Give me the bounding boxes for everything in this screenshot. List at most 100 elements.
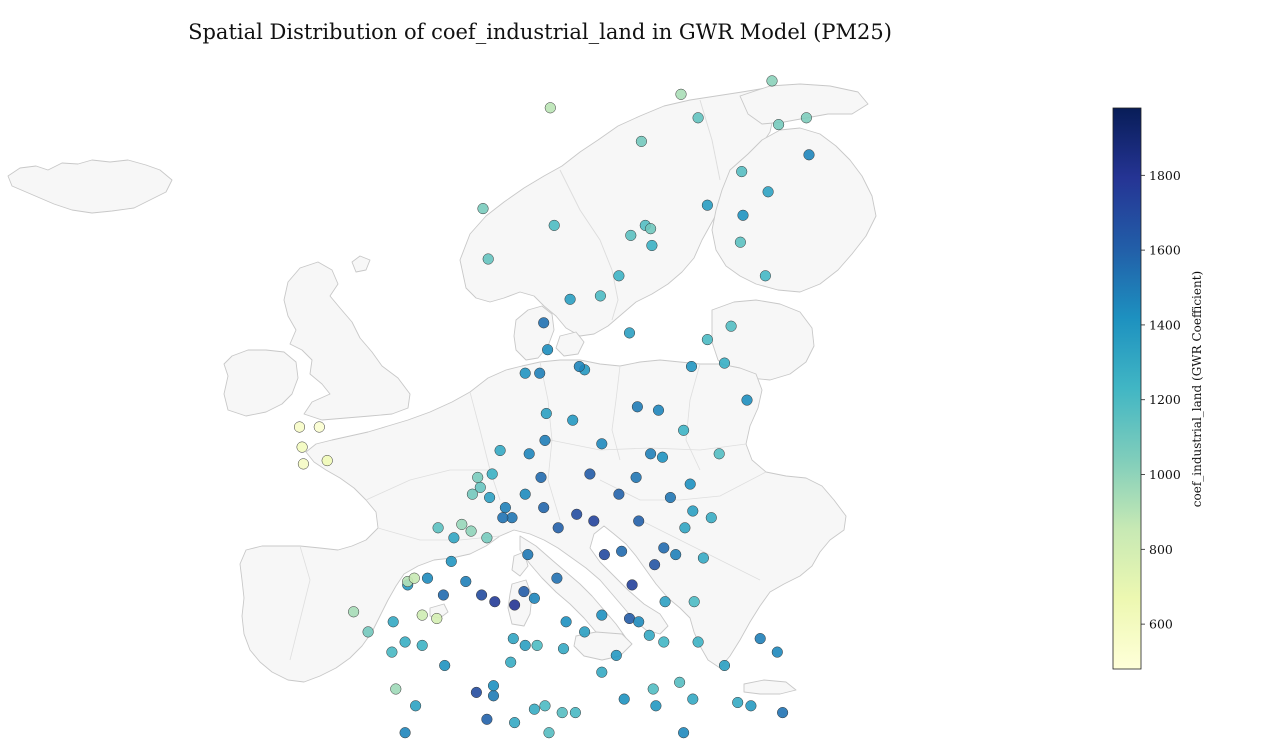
data-point — [674, 676, 686, 688]
data-point — [645, 448, 657, 460]
data-point — [539, 700, 551, 712]
data-point — [410, 700, 422, 712]
data-point — [560, 616, 572, 628]
data-point — [631, 401, 643, 413]
data-point — [538, 317, 550, 329]
data-point — [571, 508, 583, 520]
data-point — [543, 727, 555, 739]
data-point — [509, 599, 521, 611]
zealand-island — [555, 331, 585, 357]
data-point — [321, 455, 333, 467]
data-point — [531, 639, 543, 651]
data-point — [494, 444, 506, 457]
data-point — [399, 727, 411, 739]
data-point — [684, 478, 696, 490]
data-point — [518, 586, 530, 598]
colorbar: 600 800 1000 1200 1400 1600 1800 coef_industri… — [1112, 107, 1204, 670]
data-point — [348, 606, 360, 618]
data-point — [437, 589, 449, 601]
data-point — [390, 683, 402, 695]
data-point — [596, 438, 608, 450]
iceland-landmass — [7, 159, 173, 214]
data-point — [633, 515, 645, 527]
data-point — [579, 626, 591, 638]
data-point — [596, 666, 608, 678]
data-point — [474, 481, 486, 493]
data-point — [557, 643, 570, 655]
data-point — [777, 707, 789, 719]
data-point — [297, 458, 309, 470]
data-point — [552, 522, 564, 534]
data-point — [736, 166, 748, 178]
data-point — [448, 532, 460, 544]
data-point — [647, 683, 659, 695]
data-point — [293, 421, 306, 433]
data-point — [421, 572, 434, 584]
data-point — [658, 636, 670, 648]
data-point — [635, 135, 647, 147]
data-point — [701, 334, 713, 346]
data-point — [481, 713, 493, 725]
colorbar-ticks: 600 800 1000 1200 1400 1600 1800 — [1141, 168, 1181, 632]
data-point — [625, 229, 637, 241]
data-point — [476, 589, 488, 601]
data-point — [610, 649, 622, 661]
colorbar-tick-label: 600 — [1149, 617, 1173, 632]
data-point — [718, 357, 731, 369]
data-point — [507, 633, 519, 645]
data-point — [613, 270, 625, 282]
data-point — [522, 549, 534, 561]
data-point — [713, 448, 725, 460]
ireland-landmass — [223, 349, 299, 417]
data-point — [588, 515, 600, 527]
colorbar-tick-label: 1800 — [1149, 168, 1181, 183]
data-point — [626, 579, 638, 591]
data-point — [659, 596, 671, 608]
data-point — [534, 367, 546, 379]
data-point — [616, 545, 628, 557]
data-point — [499, 502, 511, 514]
data-point — [745, 700, 757, 712]
country-borders — [289, 361, 767, 661]
colorbar-tick-label: 1200 — [1149, 392, 1181, 407]
data-point — [656, 451, 669, 463]
data-point — [489, 596, 501, 608]
data-point — [803, 149, 815, 161]
data-point — [732, 696, 744, 709]
data-point — [408, 572, 420, 584]
data-point — [701, 199, 713, 211]
data-point — [296, 441, 308, 453]
europe-land-basemap — [7, 83, 877, 695]
data-point — [439, 659, 451, 672]
data-point — [688, 596, 700, 608]
data-point — [456, 518, 468, 530]
data-point — [697, 552, 709, 564]
data-point — [692, 636, 704, 648]
data-point — [528, 592, 540, 604]
data-point — [472, 471, 484, 483]
northern-norway — [739, 83, 869, 125]
data-point — [737, 209, 749, 221]
data-point — [487, 680, 500, 692]
colorbar-tick-label: 1400 — [1149, 317, 1181, 332]
data-point — [535, 471, 547, 483]
data-point — [466, 488, 478, 500]
data-point — [594, 290, 606, 302]
data-point — [658, 542, 670, 554]
data-point — [685, 360, 698, 373]
data-point — [679, 522, 691, 534]
data-point — [646, 239, 658, 252]
data-point — [548, 219, 560, 231]
data-point — [741, 394, 753, 406]
data-point — [528, 703, 540, 715]
sweden-finland-border — [699, 99, 721, 181]
data-point — [542, 344, 554, 356]
data-point — [650, 700, 662, 712]
data-point — [598, 549, 610, 561]
colorbar-label: coef_industrial_land (GWR Coefficient) — [1190, 271, 1204, 507]
data-point — [725, 320, 737, 332]
data-point — [573, 360, 585, 373]
crete-island — [743, 679, 797, 695]
data-point — [705, 512, 717, 524]
